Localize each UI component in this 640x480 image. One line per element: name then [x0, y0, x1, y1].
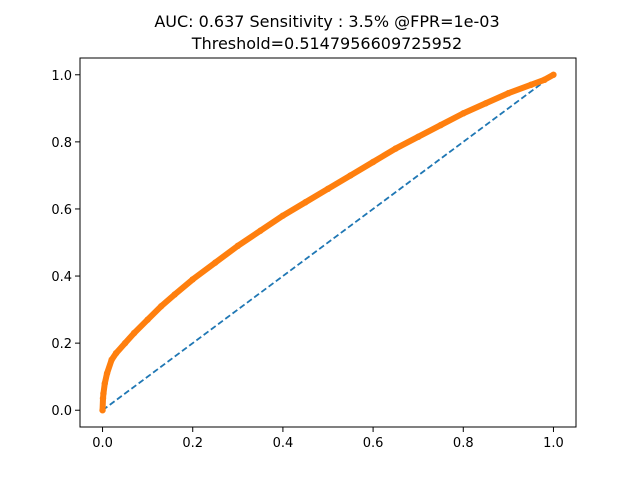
roc-curve-point — [550, 71, 557, 78]
roc-curve-point — [189, 276, 196, 283]
x-axis: 0.0 0.2 0.4 0.6 0.8 1.0 — [92, 427, 564, 451]
roc-curve-point — [112, 350, 120, 357]
roc-curve-point — [392, 145, 399, 152]
roc-curve-point — [212, 259, 219, 266]
y-tick-label: 0.4 — [51, 270, 72, 285]
roc-curve-point — [369, 158, 377, 166]
roc-curve-point — [527, 81, 535, 89]
roc-curve-point — [99, 395, 107, 402]
roc-curve-point — [347, 172, 354, 179]
roc-curve-point — [144, 316, 151, 323]
roc-curve-point — [171, 291, 178, 298]
roc-curve-point — [108, 356, 115, 364]
x-tick-label: 0.8 — [453, 436, 474, 451]
series-layer — [99, 71, 557, 414]
x-tick-label: 0.2 — [182, 436, 203, 451]
roc-curve-point — [460, 110, 467, 117]
chart-title-line2: Threshold=0.5147956609725952 — [191, 34, 462, 53]
roc-curve-point — [100, 390, 107, 397]
y-axis: 0.0 0.2 0.4 0.6 0.8 1.0 — [51, 69, 80, 419]
roc-curve-point — [157, 303, 165, 310]
roc-curve-point — [302, 199, 309, 206]
y-tick-label: 0.0 — [51, 404, 72, 419]
roc-curve-point — [482, 100, 490, 107]
chance-diagonal-line — [102, 74, 554, 411]
roc-curve-point — [101, 380, 109, 387]
x-tick-label: 0.6 — [363, 436, 384, 451]
y-tick-label: 1.0 — [51, 69, 72, 84]
roc-curve-point — [279, 212, 287, 219]
roc-curve-point — [257, 227, 264, 234]
roc-curve-point — [103, 370, 111, 377]
roc-curve-point — [130, 329, 138, 337]
roc-curve-point — [541, 76, 548, 84]
y-tick-label: 0.8 — [51, 136, 72, 151]
roc-curve-point — [414, 133, 422, 141]
roc-curve-point — [505, 90, 512, 97]
x-tick-label: 0.4 — [273, 436, 294, 451]
roc-curve-point — [234, 242, 242, 250]
x-tick-label: 1.0 — [543, 436, 564, 451]
roc-curve-point — [121, 339, 129, 347]
plot-frame — [79, 57, 577, 428]
chart-title-line1: AUC: 0.637 Sensitivity : 3.5% @FPR=1e-03 — [154, 12, 499, 31]
roc-curve-point — [99, 407, 106, 414]
x-tick-label: 0.0 — [92, 436, 113, 451]
roc-curve-point — [324, 185, 332, 193]
roc-curve-point — [437, 121, 444, 129]
y-tick-label: 0.2 — [51, 337, 72, 352]
y-tick-label: 0.6 — [51, 203, 72, 218]
